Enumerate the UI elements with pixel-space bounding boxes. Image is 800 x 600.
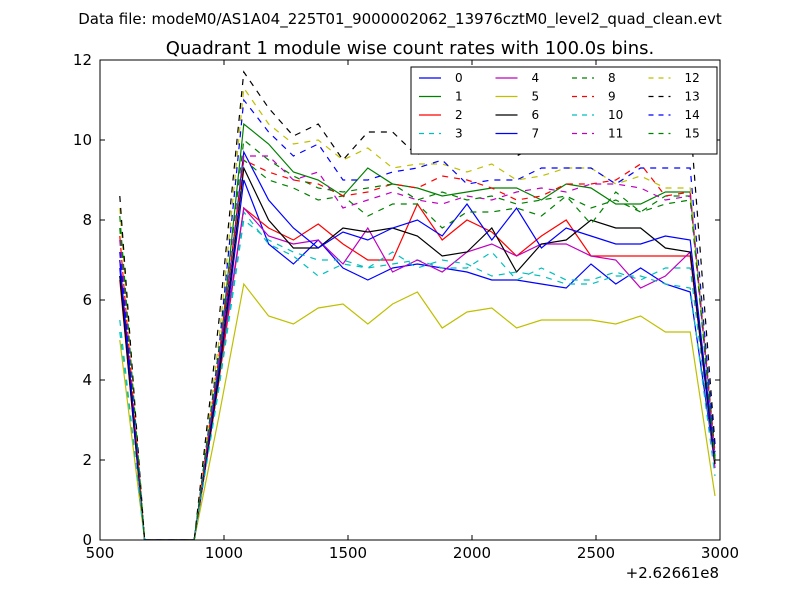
legend-label-10: 10 (608, 108, 623, 122)
series-line-6 (119, 165, 716, 540)
x-tick-label: 1000 (205, 544, 243, 562)
x-tick-label: 500 (86, 544, 115, 562)
series-line-13 (119, 70, 716, 540)
x-tick-label: 1500 (329, 544, 367, 562)
legend-label-1: 1 (455, 90, 463, 104)
legend-label-5: 5 (532, 90, 540, 104)
legend-label-4: 4 (532, 71, 540, 85)
y-tick-label: 0 (82, 531, 92, 549)
series-line-4 (119, 206, 716, 540)
y-tick-label: 12 (73, 51, 92, 69)
legend-label-6: 6 (532, 108, 540, 122)
series-line-5 (119, 282, 716, 540)
series-line-0 (119, 179, 716, 540)
series-line-14 (119, 98, 716, 540)
legend-label-11: 11 (608, 127, 623, 141)
legend-label-12: 12 (685, 71, 700, 85)
x-tick-label: 2500 (577, 544, 615, 562)
legend-label-9: 9 (608, 90, 616, 104)
series-line-2 (119, 202, 716, 540)
legend-label-0: 0 (455, 71, 463, 85)
legend-label-13: 13 (685, 90, 700, 104)
y-tick-label: 6 (82, 291, 92, 309)
legend-label-2: 2 (455, 108, 463, 122)
legend-label-15: 15 (685, 127, 700, 141)
chart-title: Quadrant 1 module wise count rates with … (166, 38, 655, 59)
y-tick-label: 4 (82, 371, 92, 389)
series-line-11 (119, 155, 716, 540)
series-line-8 (119, 158, 716, 540)
series-line-7 (119, 149, 716, 540)
x-tick-label: 3000 (701, 544, 739, 562)
legend-label-8: 8 (608, 71, 616, 85)
x-tick-label: 2000 (453, 544, 491, 562)
y-tick-label: 2 (82, 451, 92, 469)
series-line-10 (119, 218, 716, 540)
series-line-9 (119, 159, 716, 540)
series-line-15 (119, 138, 716, 540)
series-line-12 (119, 86, 716, 540)
legend-frame (410, 66, 718, 155)
legend-label-7: 7 (532, 127, 540, 141)
series-line-1 (119, 122, 716, 540)
legend-label-3: 3 (455, 127, 463, 141)
y-tick-label: 8 (82, 211, 92, 229)
series-line-3 (119, 210, 716, 540)
chart-suptitle: Data file: modeM0/AS1A04_225T01_90000020… (78, 10, 722, 29)
series-layer (119, 70, 716, 540)
legend-label-14: 14 (685, 108, 700, 122)
y-tick-label: 10 (73, 131, 92, 149)
x-offset-label: +2.62661e8 (626, 564, 719, 582)
